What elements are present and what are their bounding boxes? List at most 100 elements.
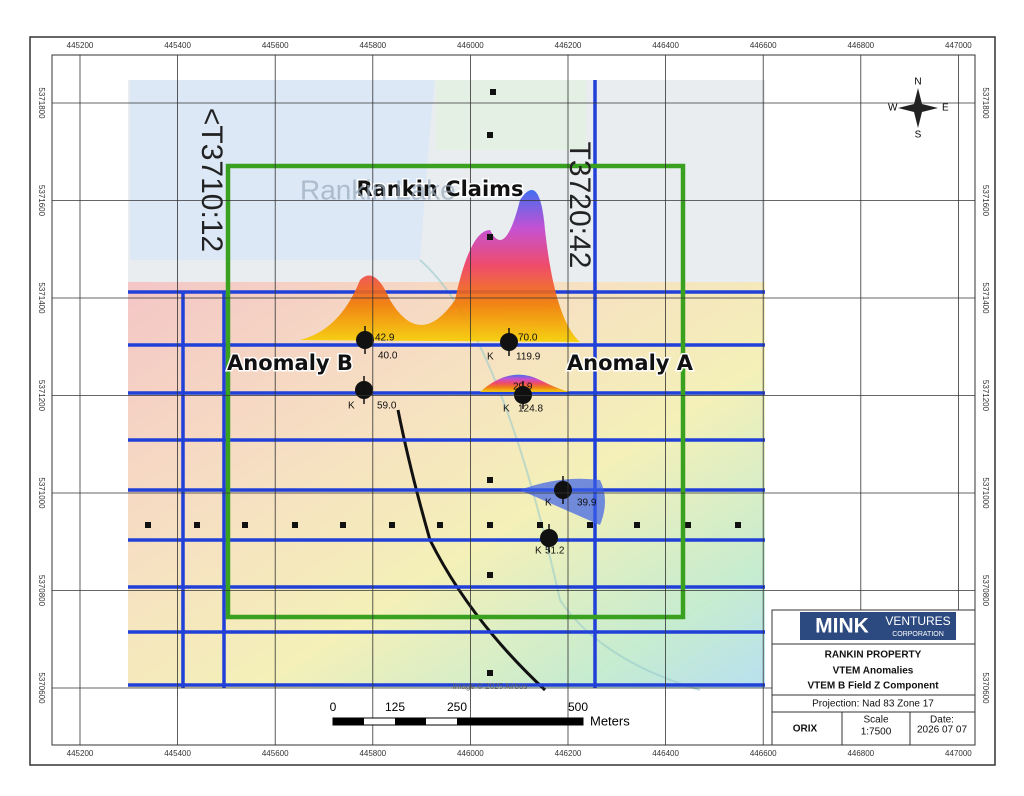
lake: [130, 80, 435, 260]
line-label: T3720:42: [563, 142, 596, 269]
component: VTEM B Field Z Component: [807, 681, 939, 692]
compass-s: S: [915, 130, 922, 141]
reading: 40.0: [378, 351, 398, 362]
northing-label: 5370600: [37, 672, 46, 704]
scale-label: Scale: [863, 715, 888, 726]
easting-label: 445200: [67, 749, 94, 758]
easting-label: 446800: [847, 41, 874, 50]
reading: K: [487, 352, 494, 363]
lake-label: Rankin Lake: [300, 174, 456, 205]
grid: 445200 445200 445400 445400 445600 445600 4458…: [37, 41, 990, 758]
reading: 124.8: [518, 404, 543, 415]
easting-label: 445800: [359, 41, 386, 50]
easting-label: 446400: [652, 749, 679, 758]
reading: 29.9: [513, 382, 533, 393]
station-dot: [537, 522, 543, 528]
station-dot: [634, 522, 640, 528]
compass-e: E: [942, 103, 949, 114]
northing-label: 5371800: [37, 87, 46, 119]
claims-label: Rankin Claims: [356, 177, 523, 201]
anomaly-label: Anomaly B: [227, 351, 353, 375]
station-dot: [340, 522, 346, 528]
northing-label: 5370800: [37, 575, 46, 607]
compass-w: W: [888, 103, 898, 114]
station-dot: [490, 89, 496, 95]
date-label: Date:: [930, 715, 954, 726]
reading: K: [545, 498, 552, 509]
reading: 51.2: [545, 546, 565, 557]
readings: 42.940.070.0119.9K29.9124.8K59.0K39.9K51…: [348, 333, 597, 557]
station-dot: [487, 234, 493, 240]
easting-label: 446200: [555, 749, 582, 758]
station-dot: [292, 522, 298, 528]
stations: [145, 89, 741, 676]
logo: [800, 612, 956, 640]
easting-label: 445600: [262, 41, 289, 50]
scale-tick-label: 250: [447, 700, 467, 714]
northing-label: 5371600: [37, 185, 46, 217]
credit: Image © 2025 Airbus: [453, 682, 528, 691]
orix-logo: ORIX: [793, 724, 818, 735]
reading: K: [348, 401, 355, 412]
reading: 119.9: [516, 352, 541, 363]
scale-segment: [457, 718, 583, 725]
northing-label: 5371600: [981, 185, 990, 217]
easting-label: 446400: [652, 41, 679, 50]
reading: 39.9: [577, 498, 597, 509]
scale-segment: [395, 718, 426, 725]
station-dot: [437, 522, 443, 528]
northing-label: 5371400: [981, 282, 990, 314]
station-dot: [487, 132, 493, 138]
easting-label: 445400: [164, 41, 191, 50]
reading: K: [535, 546, 542, 557]
station-dot: [242, 522, 248, 528]
compass-rose: [898, 88, 938, 128]
easting-label: 447000: [945, 749, 972, 758]
logo-text: CORPORATION: [892, 631, 944, 638]
reading: 59.0: [377, 401, 397, 412]
northing-label: 5371400: [37, 282, 46, 314]
title-block: MINK VENTURES CORPORATION RANKIN PROPERT…: [771, 609, 976, 746]
property: RANKIN PROPERTY: [825, 650, 922, 661]
station-dot: [487, 670, 493, 676]
anomaly-profile: [480, 374, 570, 392]
northing-label: 5370800: [981, 575, 990, 607]
easting-label: 446800: [847, 749, 874, 758]
projection: Projection: Nad 83 Zone 17: [812, 699, 934, 710]
subtitle: VTEM Anomalies: [833, 666, 914, 677]
scale-unit: Meters: [590, 713, 630, 728]
em-grid: [128, 282, 765, 688]
station-dot: [194, 522, 200, 528]
station-dot: [685, 522, 691, 528]
scale-segment: [333, 718, 364, 725]
easting-label: 446000: [457, 749, 484, 758]
station-dot: [487, 572, 493, 578]
easting-label: 445400: [164, 749, 191, 758]
easting-label: 446600: [750, 749, 777, 758]
anomaly-label: Anomaly A: [567, 351, 694, 375]
easting-label: 446200: [555, 41, 582, 50]
northing-label: 5370600: [981, 672, 990, 704]
line-label: <T3710:12: [195, 108, 228, 252]
reading: K: [503, 404, 510, 415]
station-dot: [389, 522, 395, 528]
reading: 42.9: [375, 333, 395, 344]
vegetation: [436, 80, 586, 150]
station-dot: [487, 522, 493, 528]
date: 2026 07 07: [917, 725, 967, 736]
scale-bar: Meters 0 125 250 500: [330, 700, 631, 728]
easting-label: 445600: [262, 749, 289, 758]
anomaly-profile: [300, 190, 580, 342]
station-dot: [587, 522, 593, 528]
northing-label: 5371000: [981, 477, 990, 509]
flight-lines: [128, 80, 765, 688]
northing-label: 5371000: [37, 477, 46, 509]
easting-label: 445800: [359, 749, 386, 758]
easting-label: 447000: [945, 41, 972, 50]
easting-label: 446000: [457, 41, 484, 50]
reading: 70.0: [518, 333, 538, 344]
logo-text: VENTURES: [885, 614, 950, 628]
scale-tick-label: 500: [568, 700, 588, 714]
northing-label: 5371200: [37, 380, 46, 412]
